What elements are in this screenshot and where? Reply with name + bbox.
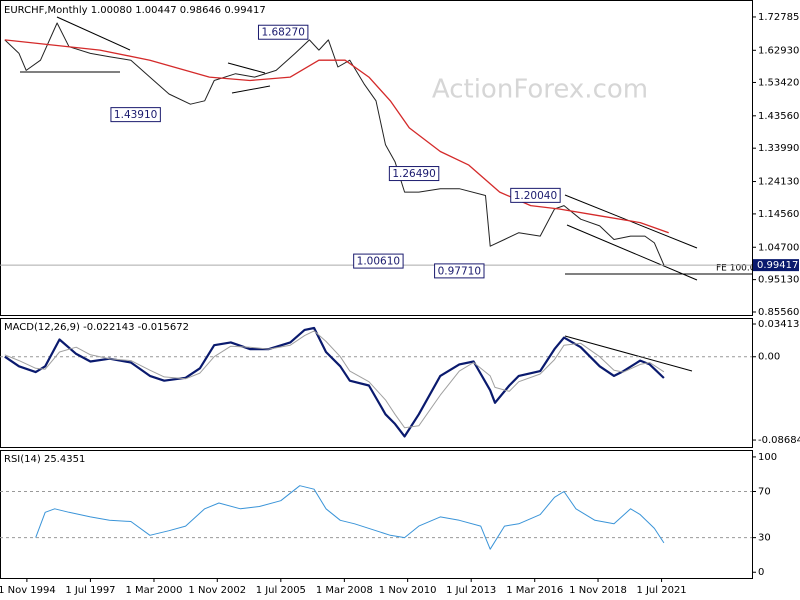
trendline	[566, 224, 698, 281]
watermark: ActionForex.com	[432, 75, 648, 105]
y-tick-label: 100	[758, 452, 777, 463]
macd-frame	[0, 318, 753, 448]
annotation: 1.68270	[257, 24, 309, 40]
trendline	[564, 335, 693, 372]
annotation-box	[434, 263, 485, 279]
annotation-box	[257, 24, 309, 40]
series-line	[4, 330, 665, 429]
x-tick-label: 1 Jul 1997	[65, 585, 115, 596]
trendline	[56, 16, 131, 51]
x-tick-label: 1 Jul 2013	[446, 585, 496, 596]
annotation-label: 1.00610	[357, 256, 400, 268]
x-tick-label: 1 Nov 2010	[379, 585, 437, 596]
y-tick-label: 1.04700	[758, 242, 799, 253]
y-tick-label: 1.43560	[758, 111, 799, 122]
x-tick-label: 1 Jul 2021	[636, 585, 686, 596]
y-tick-label: 1.14560	[758, 209, 799, 220]
annotation-label: 1.68270	[261, 27, 304, 39]
annotation-label: 0.97710	[438, 265, 481, 277]
y-tick-label: 0	[758, 567, 764, 578]
y-tick-label: 70	[758, 487, 771, 498]
series-line	[4, 326, 665, 438]
annotation: 1.26490	[388, 166, 440, 182]
panel-title: RSI(14) 25.4351	[4, 454, 85, 465]
y-tick-label: 1.53420	[758, 77, 799, 88]
x-tick-label: 1 Mar 2008	[316, 585, 373, 596]
current-price-box	[753, 259, 799, 272]
x-tick-label: 1 Nov 1994	[0, 585, 56, 596]
price-frame	[0, 0, 753, 316]
x-tick-label: 1 Mar 2016	[506, 585, 563, 596]
annotation-label: 1.43910	[114, 109, 157, 121]
annotation: 1.00610	[353, 253, 404, 269]
trendline	[227, 62, 266, 74]
chart-title: EURCHF,Monthly 1.00080 1.00447 0.98646 0…	[4, 5, 266, 16]
annotation-box	[110, 107, 161, 123]
series-line	[4, 39, 669, 234]
y-tick-label: 1.33990	[758, 143, 799, 154]
y-tick-label: -0.086849	[758, 435, 800, 446]
annotation-box	[388, 166, 440, 182]
y-tick-label: 1.62930	[758, 45, 799, 56]
annotation-box	[353, 253, 404, 269]
annotation: 1.43910	[110, 107, 161, 123]
y-tick-label: 1.24130	[758, 177, 799, 188]
x-tick-label: 1 Jul 2005	[256, 585, 306, 596]
annotation-label: 1.20040	[514, 190, 557, 202]
y-tick-label: 0.85560	[758, 307, 799, 318]
panel-title: MACD(12,26,9) -0.022143 -0.015672	[4, 322, 189, 333]
x-tick-label: 1 Mar 2000	[125, 585, 182, 596]
series-line	[35, 485, 665, 550]
fe-label: FE 100.0	[716, 264, 756, 274]
rsi-frame	[0, 450, 753, 579]
trendline	[231, 85, 271, 94]
annotation: 0.97710	[434, 263, 485, 279]
y-tick-label: 0.00	[758, 352, 780, 363]
x-tick-label: 1 Nov 2002	[188, 585, 246, 596]
y-tick-label: 1.72785	[758, 12, 799, 23]
y-tick-label: 0.034137	[758, 319, 800, 330]
series-line	[4, 22, 665, 266]
y-tick-label: 30	[758, 533, 771, 544]
annotation: 1.20040	[510, 187, 561, 203]
current-price-label: 0.99417	[757, 260, 798, 271]
annotation-box	[510, 187, 561, 203]
x-tick-label: 1 Nov 2018	[569, 585, 627, 596]
annotation-label: 1.26490	[392, 168, 435, 180]
y-tick-label: 0.95130	[758, 275, 799, 286]
